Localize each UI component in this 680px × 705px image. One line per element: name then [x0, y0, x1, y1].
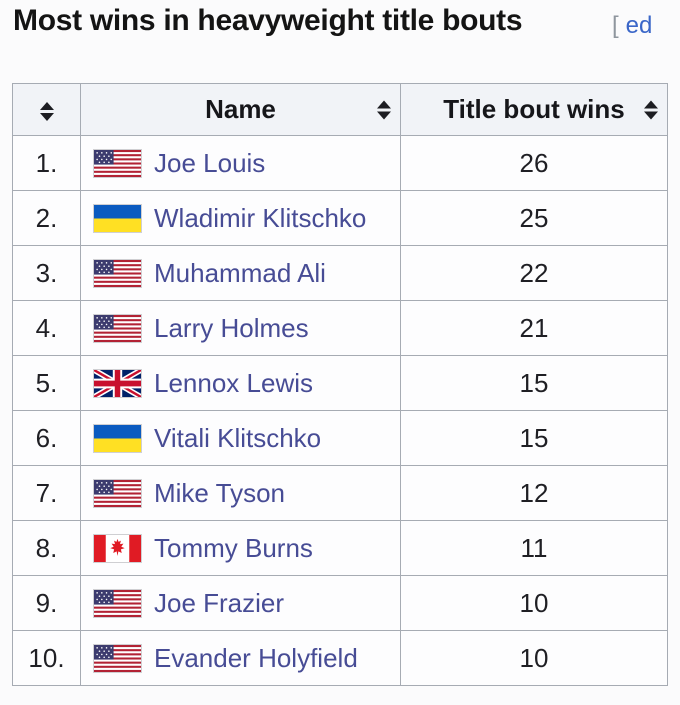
- us-flag-icon: [93, 314, 142, 344]
- name-cell: Tommy Burns: [80, 520, 401, 576]
- wins-cell: 25: [400, 190, 668, 246]
- rank-cell: 10.: [12, 630, 81, 686]
- ua-flag-icon: [93, 424, 142, 454]
- name-cell: Muhammad Ali: [80, 245, 401, 301]
- table-row: 4. Larry Holmes 21: [12, 300, 668, 356]
- boxer-link[interactable]: Evander Holyfield: [154, 643, 358, 674]
- wins-cell: 11: [400, 520, 668, 576]
- us-flag-icon: [93, 644, 142, 674]
- us-flag-icon: [93, 589, 142, 619]
- name-cell: Mike Tyson: [80, 465, 401, 521]
- name-column-header[interactable]: Name: [80, 83, 401, 136]
- wins-header-label: Title bout wins: [443, 94, 625, 124]
- boxer-link[interactable]: Joe Louis: [154, 148, 266, 179]
- edit-link[interactable]: [ed: [612, 12, 652, 40]
- rank-cell: 1.: [12, 135, 81, 191]
- us-flag-icon: [93, 149, 142, 179]
- name-cell: Lennox Lewis: [80, 355, 401, 411]
- boxer-link[interactable]: Lennox Lewis: [154, 368, 313, 399]
- rank-cell: 7.: [12, 465, 81, 521]
- sort-arrows-icon[interactable]: [39, 101, 54, 121]
- table-row: 5. Lennox Lewis 15: [12, 355, 668, 411]
- edit-bracket: [: [612, 12, 619, 39]
- table-row: 1. Joe Louis 26: [12, 135, 668, 191]
- name-cell: Wladimir Klitschko: [80, 190, 401, 246]
- boxer-link[interactable]: Wladimir Klitschko: [154, 203, 367, 234]
- page-title: Most wins in heavyweight title bouts: [13, 4, 523, 37]
- table-row: 6. Vitali Klitschko 15: [12, 410, 668, 466]
- name-cell: Vitali Klitschko: [80, 410, 401, 466]
- rank-column-header[interactable]: [12, 83, 81, 136]
- rank-cell: 9.: [12, 575, 81, 631]
- name-header-label: Name: [205, 94, 276, 124]
- wins-cell: 12: [400, 465, 668, 521]
- edit-link-label[interactable]: ed: [625, 12, 653, 39]
- wins-cell: 21: [400, 300, 668, 356]
- table-row: 2. Wladimir Klitschko 25: [12, 190, 668, 246]
- rank-cell: 6.: [12, 410, 81, 466]
- rank-cell: 4.: [12, 300, 81, 356]
- table-row: 7. Mike Tyson 12: [12, 465, 668, 521]
- wins-cell: 15: [400, 410, 668, 466]
- name-cell: Joe Louis: [80, 135, 401, 191]
- boxer-link[interactable]: Larry Holmes: [154, 313, 309, 344]
- section-heading: Most wins in heavyweight title bouts: [13, 4, 523, 38]
- table-row: 8. Tommy Burns 11: [12, 520, 668, 576]
- boxer-link[interactable]: Muhammad Ali: [154, 258, 326, 289]
- rank-cell: 2.: [12, 190, 81, 246]
- table-row: 9. Joe Frazier 10: [12, 575, 668, 631]
- boxer-link[interactable]: Vitali Klitschko: [154, 423, 322, 454]
- wins-column-header[interactable]: Title bout wins: [400, 83, 668, 136]
- ca-flag-icon: [93, 534, 142, 564]
- name-cell: Joe Frazier: [80, 575, 401, 631]
- us-flag-icon: [93, 259, 142, 289]
- rank-cell: 3.: [12, 245, 81, 301]
- boxer-link[interactable]: Tommy Burns: [154, 533, 313, 564]
- table-row: 3. Muhammad Ali 22: [12, 245, 668, 301]
- boxer-link[interactable]: Mike Tyson: [154, 478, 286, 509]
- wins-cell: 22: [400, 245, 668, 301]
- sort-arrows-icon[interactable]: [377, 100, 391, 119]
- ua-flag-icon: [93, 204, 142, 234]
- header-row: Name Title bout wins: [12, 83, 668, 136]
- table-row: 10. Evander Holyfield 10: [12, 630, 668, 686]
- wins-cell: 15: [400, 355, 668, 411]
- boxer-link[interactable]: Joe Frazier: [154, 588, 285, 619]
- name-cell: Larry Holmes: [80, 300, 401, 356]
- sort-arrows-icon[interactable]: [644, 100, 658, 119]
- heavyweight-wins-table: Name Title bout wins 1. Joe Louis 26 2. …: [12, 83, 668, 686]
- us-flag-icon: [93, 479, 142, 509]
- wins-cell: 10: [400, 630, 668, 686]
- name-cell: Evander Holyfield: [80, 630, 401, 686]
- wins-cell: 10: [400, 575, 668, 631]
- rank-cell: 5.: [12, 355, 81, 411]
- wins-cell: 26: [400, 135, 668, 191]
- rank-cell: 8.: [12, 520, 81, 576]
- gb-flag-icon: [93, 369, 142, 399]
